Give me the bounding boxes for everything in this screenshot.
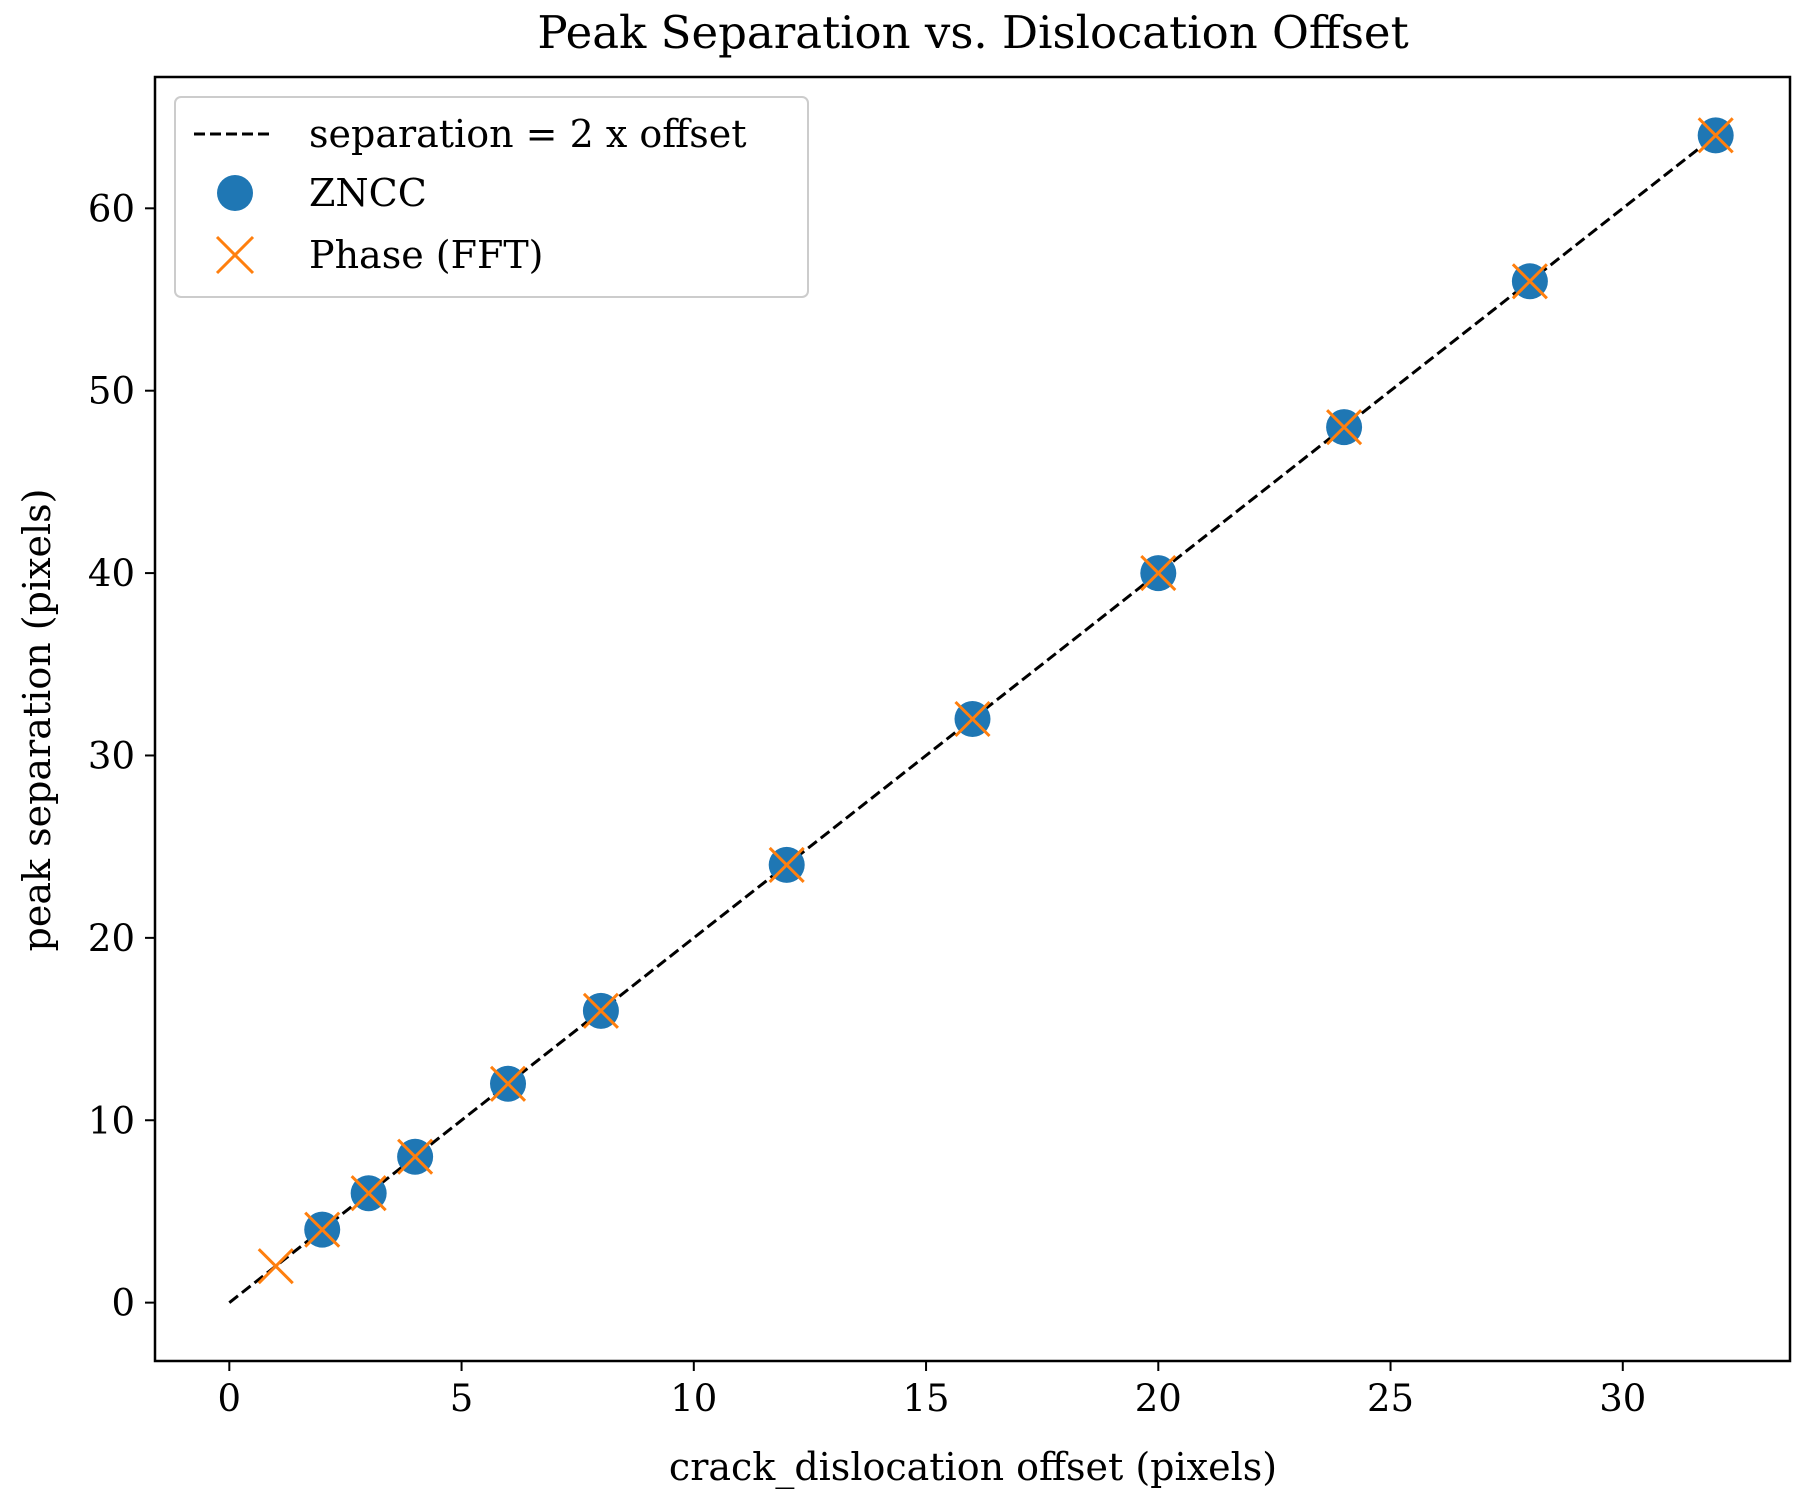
phase-fft-point bbox=[954, 700, 991, 738]
x-tick-label: 30 bbox=[1599, 1377, 1646, 1420]
y-tick-label: 10 bbox=[88, 1099, 135, 1142]
x-axis-label: crack_dislocation offset (pixels) bbox=[669, 1445, 1277, 1490]
phase-fft-point bbox=[489, 1065, 527, 1102]
legend-label-phase-fft: Phase (FFT) bbox=[309, 233, 544, 277]
phase-fft-point bbox=[257, 1248, 294, 1285]
phase-fft-point bbox=[304, 1211, 341, 1248]
y-tick-label: 30 bbox=[88, 734, 135, 777]
y-tick-label: 40 bbox=[88, 552, 135, 595]
phase-fft-point bbox=[768, 846, 805, 883]
phase-fft-point bbox=[1140, 555, 1177, 592]
y-tick-label: 60 bbox=[88, 187, 135, 230]
phase-fft-point bbox=[397, 1138, 434, 1175]
x-tick-label: 15 bbox=[903, 1377, 950, 1420]
phase-fft-point bbox=[1326, 409, 1363, 446]
plot-marks bbox=[228, 117, 1734, 1304]
phase-fft-point bbox=[1697, 117, 1734, 154]
phase-fft-point bbox=[582, 992, 619, 1029]
x-tick-label: 0 bbox=[218, 1377, 242, 1420]
legend-circle-swatch bbox=[217, 175, 253, 211]
x-tick-label: 5 bbox=[450, 1377, 474, 1420]
axis-ticks: 0 5 10 15 20 25 30 0 10 20 30 40 50 60 bbox=[88, 187, 1646, 1420]
phase-fft-point bbox=[350, 1175, 387, 1212]
x-tick-label: 20 bbox=[1135, 1377, 1182, 1420]
plot-frame bbox=[153, 75, 1792, 1363]
legend-label-reference-line: separation = 2 x offset bbox=[309, 112, 746, 156]
x-tick-label: 10 bbox=[670, 1377, 717, 1420]
y-tick-label: 50 bbox=[88, 370, 135, 413]
chart-title: Peak Separation vs. Dislocation Offset bbox=[537, 6, 1408, 59]
y-tick-label: 20 bbox=[88, 917, 135, 960]
legend-label-zncc: ZNCC bbox=[309, 171, 427, 215]
y-axis-label: peak separation (pixels) bbox=[15, 489, 59, 952]
x-tick-label: 25 bbox=[1367, 1377, 1414, 1420]
y-tick-label: 0 bbox=[111, 1282, 135, 1325]
legend-frame bbox=[174, 96, 809, 298]
legend: separation = 2 x offset ZNCC Phase (FFT) bbox=[174, 96, 809, 298]
phase-fft-point bbox=[1511, 263, 1548, 300]
legend-x-swatch bbox=[215, 235, 255, 275]
